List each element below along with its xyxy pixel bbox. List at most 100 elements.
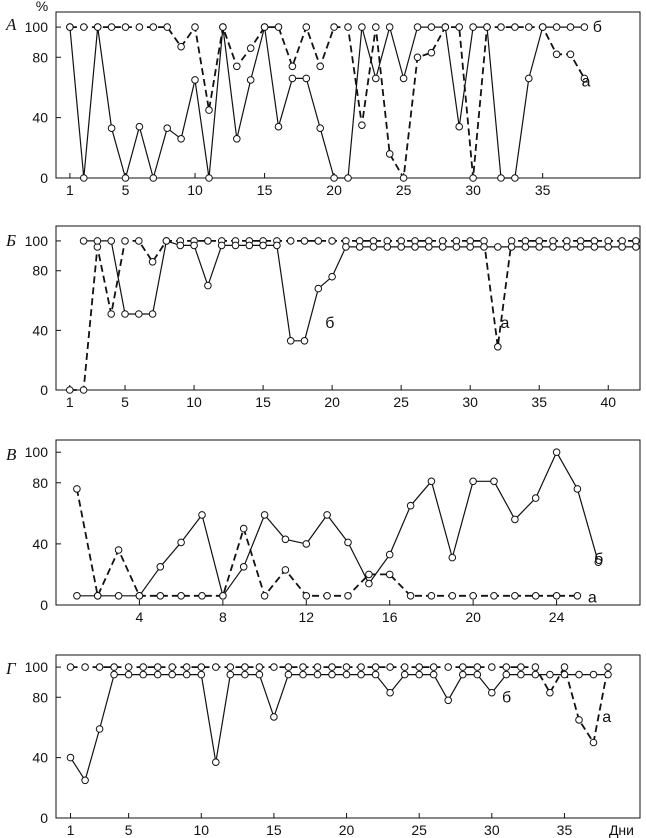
- x-tick-label: 10: [193, 822, 209, 838]
- data-point-b: [239, 563, 248, 571]
- data-point-b: [355, 243, 364, 251]
- data-point-b: [357, 670, 365, 679]
- data-point-a: [372, 23, 380, 31]
- x-tick-label: 16: [382, 609, 398, 625]
- data-point-a: [589, 738, 598, 747]
- data-point-a: [371, 663, 380, 671]
- y-unit-label: %: [36, 0, 48, 14]
- data-point-b: [575, 670, 583, 679]
- data-point-a: [560, 663, 569, 671]
- data-point-a: [406, 592, 415, 600]
- data-point-a: [95, 663, 104, 671]
- data-point-b: [459, 670, 467, 679]
- data-point-b: [406, 501, 415, 510]
- data-point-b: [455, 122, 464, 131]
- data-point-b: [204, 281, 212, 290]
- data-point-b: [226, 670, 235, 679]
- panel-label: Г: [5, 659, 17, 678]
- data-point-b: [452, 243, 461, 251]
- data-point-b: [590, 243, 599, 251]
- data-point-b: [300, 337, 309, 345]
- y-tick-label: 80: [32, 49, 48, 65]
- data-point-a: [274, 23, 283, 31]
- data-point-a: [494, 343, 502, 351]
- data-point-a: [300, 237, 309, 245]
- plot-frame: [55, 654, 641, 819]
- data-point-a: [148, 258, 157, 266]
- x-tick-label: 24: [549, 609, 565, 625]
- data-point-a: [575, 716, 583, 724]
- data-point-b: [273, 241, 281, 250]
- data-point-b: [121, 310, 129, 318]
- data-point-a: [511, 23, 519, 31]
- data-point-b: [429, 670, 438, 679]
- series-line-b: [83, 240, 636, 342]
- x-tick-label: 1: [66, 394, 74, 410]
- data-point-a: [299, 663, 307, 671]
- data-point-b: [385, 550, 394, 559]
- data-point-a: [177, 592, 185, 600]
- data-point-a: [580, 74, 589, 83]
- data-point-b: [259, 241, 267, 250]
- data-point-b: [177, 538, 185, 547]
- data-point-a: [511, 592, 519, 600]
- x-tick-label: 40: [600, 394, 616, 410]
- data-point-b: [241, 670, 249, 679]
- data-point-b: [124, 670, 133, 679]
- data-point-a: [604, 663, 612, 671]
- x-tick-label: 35: [531, 394, 547, 410]
- data-point-a: [546, 688, 554, 697]
- data-point-b: [255, 670, 264, 679]
- data-point-b: [552, 23, 561, 31]
- data-point-b: [372, 74, 380, 83]
- data-point-b: [93, 237, 102, 245]
- x-tick-label: 8: [219, 609, 227, 625]
- data-point-b: [427, 23, 436, 31]
- x-unit-label: Дни: [609, 822, 634, 838]
- data-point-b: [191, 76, 199, 84]
- data-point-a: [427, 48, 436, 57]
- y-tick-label: 40: [32, 750, 48, 766]
- data-point-b: [212, 758, 220, 767]
- y-tick-label: 0: [40, 382, 48, 398]
- data-point-b: [79, 237, 88, 245]
- data-point-a: [427, 592, 436, 600]
- data-point-b: [448, 553, 457, 562]
- data-point-b: [316, 124, 325, 132]
- data-point-b: [81, 776, 89, 785]
- data-point-a: [241, 663, 249, 671]
- data-point-a: [107, 310, 115, 318]
- data-point-b: [205, 174, 213, 182]
- data-point-b: [270, 713, 278, 721]
- y-tick-label: 100: [25, 659, 49, 675]
- data-point-a: [566, 50, 575, 59]
- data-point-b: [473, 670, 482, 679]
- data-point-a: [358, 121, 366, 129]
- data-point-b: [176, 241, 185, 250]
- data-point-b: [589, 670, 598, 679]
- data-point-a: [66, 386, 74, 394]
- data-point-b: [397, 243, 406, 251]
- y-tick-label: 80: [32, 475, 48, 491]
- data-point-b: [314, 284, 323, 293]
- data-point-b: [576, 243, 585, 251]
- data-point-b: [162, 237, 171, 245]
- data-point-a: [413, 53, 422, 62]
- data-point-b: [441, 23, 450, 31]
- x-tick-label: 15: [266, 822, 282, 838]
- series-line-a: [70, 666, 609, 744]
- data-point-a: [342, 663, 351, 671]
- data-point-b: [168, 670, 176, 679]
- series-label-b: б: [325, 315, 334, 332]
- data-point-b: [573, 485, 582, 493]
- data-point-b: [95, 725, 104, 733]
- data-point-a: [284, 663, 293, 671]
- data-point-a: [386, 663, 394, 671]
- data-point-b: [521, 243, 530, 251]
- x-tick-label: 25: [411, 822, 427, 838]
- data-point-a: [281, 566, 290, 574]
- y-tick-label: 0: [40, 597, 48, 613]
- data-point-a: [121, 237, 129, 245]
- data-point-a: [517, 663, 525, 671]
